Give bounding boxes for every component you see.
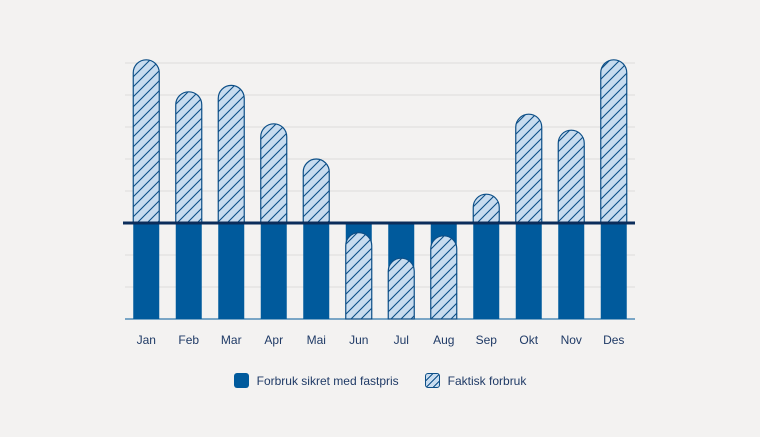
bar-actual-jan: [132, 59, 160, 224]
bar-actual-des: [600, 59, 628, 224]
legend-item-fixed: Forbruk sikret med fastpris: [233, 373, 399, 388]
x-tick-label-sep: Sep: [476, 333, 498, 347]
x-tick-label-jan: Jan: [137, 333, 156, 347]
x-tick-label-mar: Mar: [221, 333, 242, 347]
legend-label-actual: Faktisk forbruk: [447, 373, 527, 388]
bar-actual-mar: [217, 84, 245, 224]
bar-actual-jun: [345, 232, 373, 320]
bar-fixed-jan: [133, 223, 160, 319]
bar-fixed-feb: [175, 223, 202, 319]
x-tick-label-apr: Apr: [264, 333, 283, 347]
legend-swatch-hatch-icon: [424, 373, 440, 388]
x-tick-label-nov: Nov: [561, 333, 582, 347]
x-tick-label-aug: Aug: [433, 333, 454, 347]
x-tick-label-jul: Jul: [394, 333, 409, 347]
bar-fixed-mai: [303, 223, 330, 319]
bar-actual-feb: [175, 91, 203, 224]
bar-actual-apr: [260, 123, 288, 224]
legend-item-actual: Faktisk forbruk: [424, 373, 527, 388]
x-tick-label-okt: Okt: [519, 333, 538, 347]
bar-fixed-mar: [218, 223, 245, 319]
legend-label-fixed: Forbruk sikret med fastpris: [256, 373, 399, 388]
bar-actual-nov: [557, 129, 585, 224]
bar-fixed-okt: [515, 223, 542, 319]
bar-actual-okt: [515, 113, 543, 224]
x-tick-label-mai: Mai: [307, 333, 326, 347]
bar-actual-sep: [472, 193, 500, 224]
bar-actual-mai: [302, 158, 330, 224]
bar-fixed-des: [600, 223, 627, 319]
bar-fixed-apr: [260, 223, 287, 319]
legend: Forbruk sikret med fastpris Faktisk forb…: [0, 373, 760, 388]
bar-actual-jul: [387, 257, 415, 320]
bar-actual-aug: [430, 235, 458, 320]
x-tick-label-feb: Feb: [178, 333, 199, 347]
bars: [132, 59, 628, 320]
legend-swatch-solid-icon: [233, 373, 249, 388]
x-axis-labels: Jan Feb Mar Apr Mai Jun Jul Aug Sep Okt Nov Des: [137, 333, 625, 347]
x-tick-label-jun: Jun: [349, 333, 368, 347]
bar-fixed-nov: [558, 223, 585, 319]
x-tick-label-des: Des: [603, 333, 624, 347]
bar-fixed-sep: [473, 223, 500, 319]
